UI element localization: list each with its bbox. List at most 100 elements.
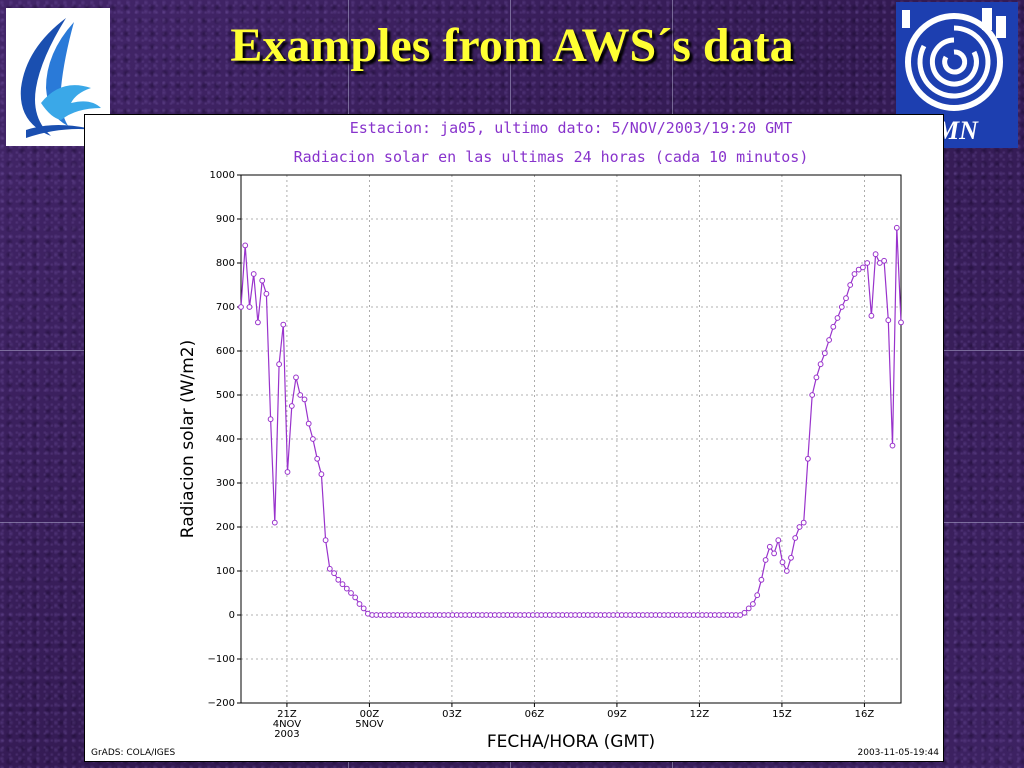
x-tick-label: 06Z [525, 709, 545, 720]
y-axis-label: Radiacion solar (W/m2) [178, 340, 198, 538]
data-point [280, 321, 287, 328]
x-axis-label: FECHA/HORA (GMT) [487, 732, 655, 752]
data-point [847, 282, 854, 288]
data-point [271, 519, 278, 526]
data-point [843, 295, 849, 302]
data-point [838, 304, 845, 310]
y-tick-label: 800 [216, 258, 235, 269]
data-point [356, 601, 363, 607]
data-point [255, 319, 261, 326]
data-point [889, 442, 896, 449]
x-tick-label: 5NOV [355, 719, 384, 730]
data-point [335, 576, 342, 583]
data-point [851, 271, 858, 277]
data-point [868, 312, 875, 319]
data-point [885, 317, 892, 324]
data-point [788, 554, 794, 561]
data-point [343, 585, 350, 592]
data-point [238, 304, 244, 310]
chart-panel: 1000 900 800 700 600 500 400 300 200 100 0 −100 −200… [84, 114, 944, 762]
data-point [322, 537, 329, 544]
slide-title: Examples from AWS´s data [230, 19, 794, 72]
data-point [800, 519, 807, 526]
data-point [783, 568, 790, 574]
y-tick-label: 100 [216, 566, 235, 577]
y-tick-label: 700 [216, 302, 235, 313]
series-line [240, 227, 902, 616]
data-point [305, 420, 312, 427]
data-point [771, 550, 777, 557]
data-point [288, 403, 295, 409]
data-point [834, 315, 841, 321]
data-point [813, 374, 820, 381]
data-point [762, 557, 769, 563]
data-point [259, 277, 266, 284]
data-point [817, 361, 824, 368]
data-point [821, 350, 828, 357]
data-point [809, 392, 816, 398]
y-tick-label: 600 [216, 346, 235, 357]
data-point [860, 264, 866, 271]
x-tick-label: 03Z [442, 709, 462, 720]
y-tick-label: 1000 [210, 170, 235, 181]
data-point [314, 455, 321, 462]
data-point [301, 396, 308, 403]
data-point [331, 570, 338, 577]
data-point [898, 319, 904, 326]
data-point [310, 436, 316, 442]
x-tick-label: 21Z [277, 709, 297, 720]
y-tick-label: 200 [216, 522, 235, 533]
x-tick-label: 2003 [274, 729, 299, 740]
x-tick-label: 00Z [360, 709, 380, 720]
x-tick-label: 16Z [855, 709, 875, 720]
data-point [796, 524, 803, 530]
data-point [754, 592, 761, 599]
data-point [881, 257, 887, 264]
data-point [360, 605, 367, 612]
y-tick-label: 0 [229, 610, 235, 621]
data-point [766, 543, 773, 550]
data-point [263, 290, 270, 297]
data-point [893, 224, 900, 231]
data-point [246, 304, 253, 310]
data-point [276, 361, 283, 368]
x-tick-label: 12Z [690, 709, 710, 720]
chart-title: Estacion: ja05, ultimo dato: 5/NOV/2003/… [350, 119, 793, 137]
data-point [339, 581, 346, 588]
data-point [737, 612, 744, 618]
chart-subtitle: Radiacion solar en las ultimas 24 horas … [294, 148, 809, 166]
x-tick-label: 09Z [607, 709, 627, 720]
data-point [348, 590, 354, 596]
data-point [826, 337, 832, 343]
solar-radiation-chart: 10009008007006005004003002001000−100−200… [91, 119, 940, 758]
data-point [750, 601, 756, 607]
x-tick-label: 4NOV [273, 719, 302, 730]
footer-right: 2003-11-05-19:44 [858, 748, 940, 758]
data-point [830, 323, 837, 330]
data-point [284, 469, 291, 475]
data-point [864, 260, 871, 266]
x-tick-label: 15Z [772, 709, 792, 720]
data-point [250, 271, 257, 277]
data-point [779, 559, 786, 566]
y-tick-label: −100 [208, 654, 235, 665]
data-point [267, 416, 274, 423]
data-point [792, 535, 799, 541]
y-tick-label: 400 [216, 434, 235, 445]
data-point [775, 537, 782, 544]
data-point [242, 242, 249, 249]
y-tick-label: 500 [216, 390, 235, 401]
data-point [758, 576, 765, 583]
data-point [352, 594, 359, 601]
data-point [293, 374, 299, 381]
y-tick-label: 900 [216, 214, 235, 225]
data-point [805, 455, 811, 462]
data-point [318, 471, 325, 478]
y-tick-label: 300 [216, 478, 235, 489]
data-point [876, 260, 883, 266]
data-point [297, 392, 304, 398]
data-point [326, 565, 333, 572]
data-point [741, 609, 748, 616]
y-tick-label: −200 [208, 698, 235, 709]
data-point [745, 605, 752, 612]
